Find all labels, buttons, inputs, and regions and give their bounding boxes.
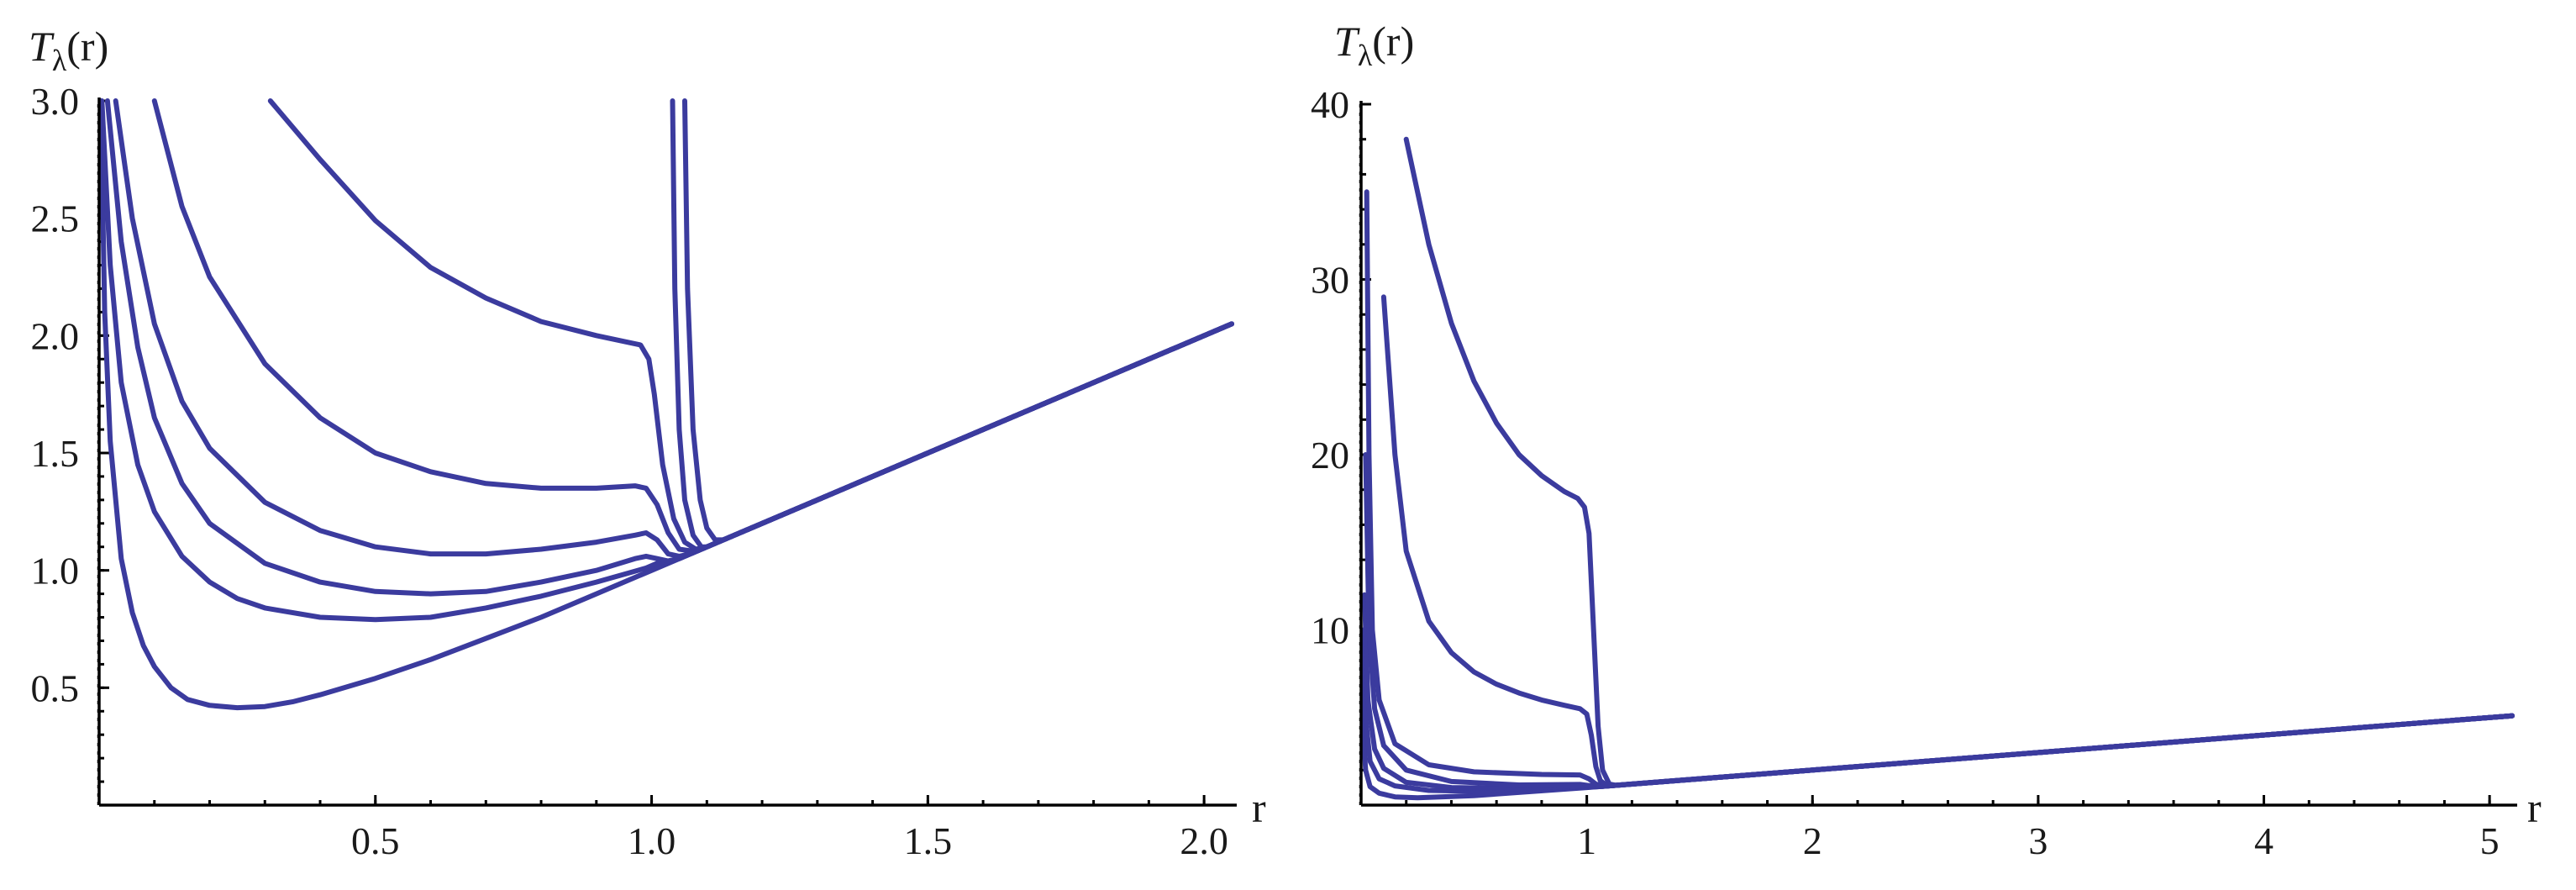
right-x-tick-label: 4	[2254, 819, 2274, 862]
right-x-tick-label: 2	[1803, 819, 1822, 862]
left-series-line-3	[104, 98, 1234, 597]
right-x-tick-label: 5	[2480, 819, 2500, 862]
left-y-tick-label: 2.0	[31, 314, 80, 357]
right-y-tick-label: 40	[1311, 83, 1349, 126]
right-ticks: 1 2 3 4 5 10 20 30 40	[1311, 83, 2500, 862]
left-x-tick-label: 1.5	[904, 819, 953, 862]
right-series-line-7	[1403, 136, 2515, 788]
left-x-axis-title: r	[1252, 784, 1266, 831]
left-series-line-6	[267, 98, 1234, 552]
left-series-line-7	[670, 98, 1234, 550]
right-x-tick-label: 3	[2028, 819, 2048, 862]
left-series-line-2	[99, 98, 1234, 623]
left-x-tick-label: 0.5	[351, 819, 400, 862]
left-series-line-4	[113, 98, 1234, 559]
left-series-line-8	[682, 98, 1234, 543]
left-x-tick-label: 1.0	[628, 819, 676, 862]
right-y-axis-title: Tλ(r)	[1334, 18, 1414, 72]
right-x-axis-title: r	[2527, 784, 2542, 831]
right-series-line-5	[1364, 189, 2515, 789]
left-y-axis-title: Tλ(r)	[29, 23, 108, 77]
left-y-tick-label: 1.5	[31, 432, 80, 475]
right-series-line-6	[1380, 294, 2515, 789]
left-y-tick-label: 1.0	[31, 550, 80, 592]
left-y-tick-label: 2.5	[31, 197, 80, 240]
right-curves	[1359, 136, 2515, 801]
left-series-line-1	[98, 98, 1234, 711]
left-y-tick-label: 0.5	[31, 666, 80, 709]
right-y-tick-label: 20	[1311, 434, 1349, 477]
right-y-tick-label: 10	[1311, 609, 1349, 652]
right-x-tick-label: 1	[1577, 819, 1596, 862]
left-chart: Tλ(r) r 0.5 1.0 1.5 2.0 0.5 1.0 1.5 2.0 2.5 3.0	[29, 23, 1266, 862]
left-ticks: 0.5 1.0 1.5 2.0 0.5 1.0 1.5 2.0 2.5 3.0	[31, 80, 1228, 862]
left-series-line-5	[151, 98, 1234, 555]
right-series-line-4	[1363, 452, 2515, 789]
left-x-tick-label: 2.0	[1180, 819, 1228, 862]
left-y-tick-label: 3.0	[31, 80, 80, 123]
right-series-line-2	[1360, 627, 2515, 794]
right-y-tick-label: 30	[1311, 259, 1349, 302]
left-curves	[98, 98, 1234, 711]
right-chart: Tλ(r) r 1 2 3 4 5 10 20 30 40	[1311, 18, 2542, 862]
